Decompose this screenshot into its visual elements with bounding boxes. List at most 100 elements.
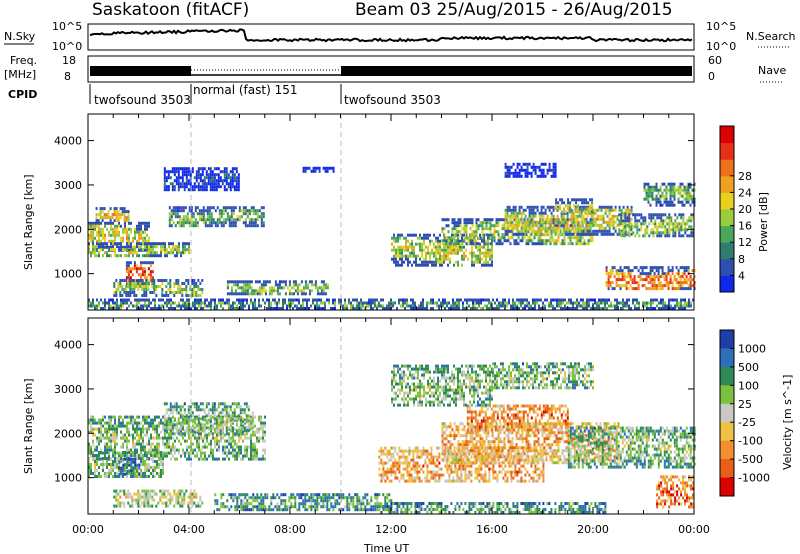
data-cell xyxy=(481,221,484,225)
data-cell xyxy=(322,301,324,305)
data-cell xyxy=(514,226,517,230)
data-cell xyxy=(202,445,204,449)
data-cell xyxy=(415,254,417,258)
data-cell xyxy=(210,454,212,458)
data-cell xyxy=(208,215,211,219)
data-cell xyxy=(168,218,171,222)
data-cell xyxy=(316,301,318,305)
data-cell xyxy=(131,291,134,294)
data-cell xyxy=(530,165,533,169)
data-cell xyxy=(108,436,110,440)
data-cell xyxy=(447,242,449,246)
data-cell xyxy=(481,263,483,267)
data-cell xyxy=(590,220,593,224)
data-cell xyxy=(540,229,543,233)
data-cell xyxy=(194,209,197,213)
data-cell xyxy=(110,242,112,246)
data-cell xyxy=(100,298,102,302)
data-cell xyxy=(587,242,590,246)
data-cell xyxy=(538,168,541,172)
data-cell xyxy=(479,224,482,228)
data-cell xyxy=(584,232,587,236)
data-cell xyxy=(520,174,523,178)
data-cell xyxy=(646,307,648,310)
data-cell xyxy=(116,307,118,310)
data-cell xyxy=(651,269,654,273)
data-cell xyxy=(147,282,150,285)
data-cell xyxy=(322,307,324,310)
data-cell xyxy=(198,448,200,452)
data-cell xyxy=(679,188,682,192)
data-cell xyxy=(668,219,671,223)
data-cell xyxy=(480,307,482,310)
data-cell xyxy=(458,301,460,305)
data-cell xyxy=(192,424,194,428)
data-cell xyxy=(497,221,500,225)
data-cell xyxy=(457,242,460,246)
data-cell xyxy=(692,228,695,232)
data-cell xyxy=(116,436,118,440)
data-cell xyxy=(489,254,491,258)
data-cell xyxy=(256,436,258,440)
data-cell xyxy=(137,267,140,271)
data-cell xyxy=(144,239,146,243)
data-cell xyxy=(612,208,615,212)
data-cell xyxy=(172,301,174,305)
data-cell xyxy=(208,221,211,225)
data-cell xyxy=(356,307,358,310)
data-cell xyxy=(101,210,104,214)
data-cell xyxy=(665,275,668,279)
data-cell xyxy=(567,207,570,211)
data-cell xyxy=(192,442,194,446)
data-cell xyxy=(168,224,171,228)
data-cell xyxy=(208,206,211,210)
data-cell xyxy=(685,188,688,192)
data-cell xyxy=(459,242,462,246)
data-cell xyxy=(431,263,433,267)
data-cell xyxy=(457,224,460,228)
data-cell xyxy=(588,226,591,230)
data-cell xyxy=(120,436,122,440)
data-cell xyxy=(220,215,223,219)
data-cell xyxy=(622,231,625,235)
data-cell xyxy=(624,301,626,305)
data-cell xyxy=(682,219,685,223)
data-cell xyxy=(683,191,686,195)
data-cell xyxy=(181,173,184,177)
data-cell xyxy=(674,228,677,232)
data-cell xyxy=(108,445,110,449)
data-cell xyxy=(576,307,578,310)
data-cell xyxy=(233,167,236,171)
data-cell xyxy=(671,269,674,273)
data-cell xyxy=(280,280,283,284)
data-cell xyxy=(102,307,104,310)
data-cell xyxy=(117,213,120,217)
data-cell xyxy=(316,298,318,302)
data-cell xyxy=(150,457,152,461)
data-cell xyxy=(102,451,104,455)
data-cell xyxy=(606,307,608,310)
data-cell xyxy=(558,301,560,305)
data-cell xyxy=(142,248,144,252)
data-cell xyxy=(522,208,525,212)
data-cell xyxy=(140,221,142,225)
data-cell xyxy=(395,263,397,267)
data-cell xyxy=(119,282,122,285)
data-cell xyxy=(598,298,600,302)
data-cell xyxy=(262,206,265,210)
data-cell xyxy=(134,427,136,431)
data-cell xyxy=(191,167,194,171)
data-cell xyxy=(178,427,180,431)
data-cell xyxy=(632,225,635,229)
data-cell xyxy=(657,266,660,270)
data-cell xyxy=(314,169,317,173)
data-cell xyxy=(186,218,189,222)
data-cell xyxy=(569,224,572,228)
data-cell xyxy=(552,205,555,209)
data-cell xyxy=(541,224,544,228)
data-cell xyxy=(229,176,232,180)
data-cell xyxy=(524,214,527,218)
data-cell xyxy=(146,433,148,437)
data-cell xyxy=(192,304,194,308)
data-cell xyxy=(216,442,218,446)
